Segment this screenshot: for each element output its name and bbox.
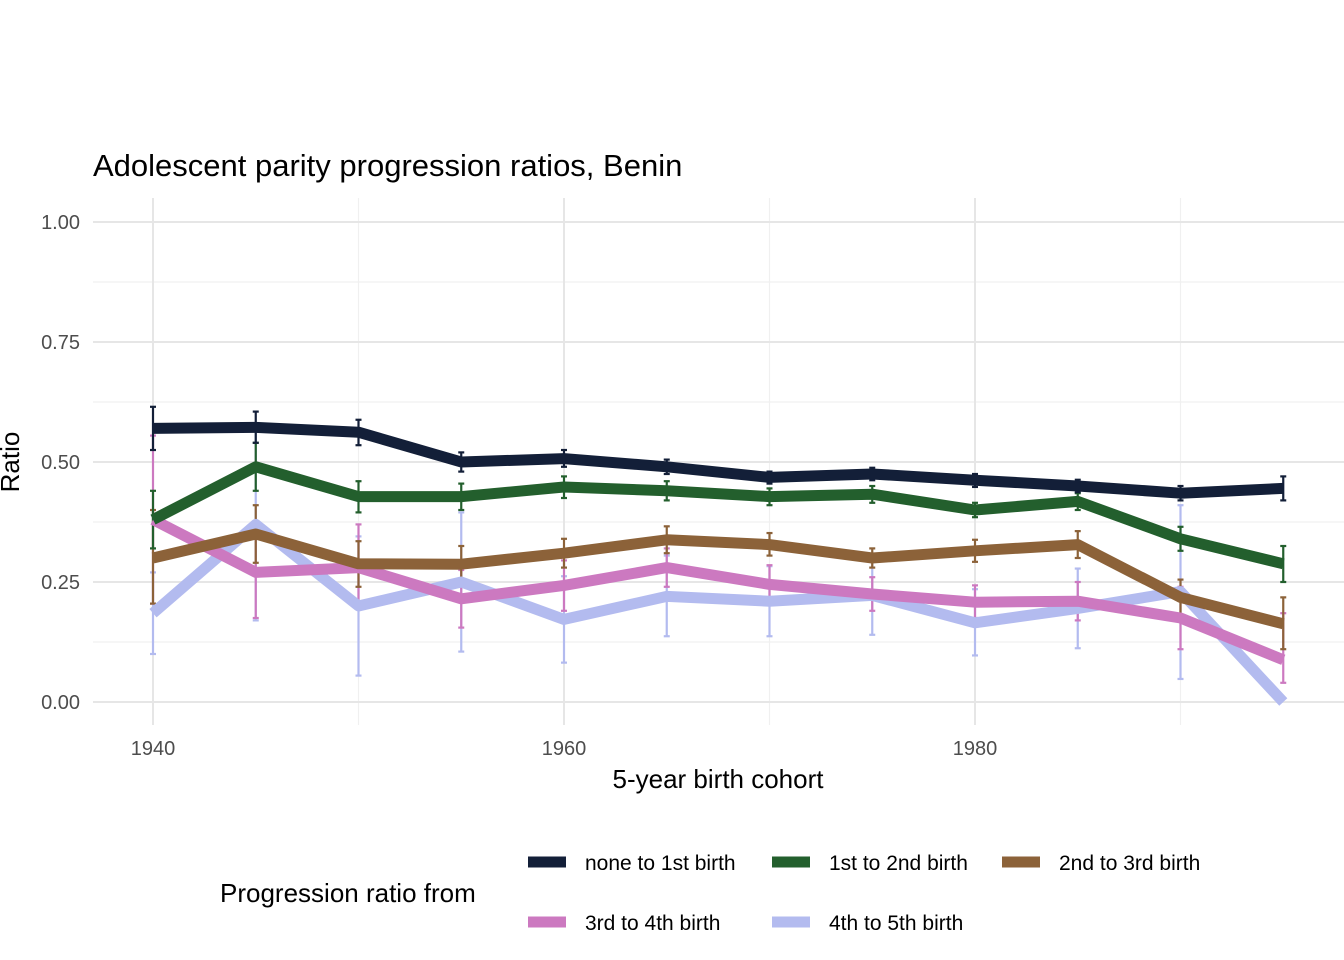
y-tick-label: 0.75 [41,332,80,354]
y-tick-label: 0.25 [41,572,80,594]
legend-label: 4th to 5th birth [829,912,963,935]
series-line [150,514,1286,665]
legend-item: 1st to 2nd birth [772,852,968,875]
y-tick-label: 0.50 [41,452,80,474]
y-axis-label: Ratio [0,432,25,493]
legend-item: 2nd to 3rd birth [1002,852,1200,875]
y-axis-ticks: 0.00 0.25 0.50 0.75 1.00 [41,212,80,714]
x-tick-label: 1940 [131,738,176,760]
legend-item: 3rd to 4th birth [528,912,720,935]
chart-series [149,405,1288,706]
series-line [152,421,1284,499]
legend-item: none to 1st birth [528,852,736,875]
legend-label: 2nd to 3rd birth [1059,852,1200,875]
legend-label: none to 1st birth [585,852,736,875]
legend: none to 1st birth 1st to 2nd birth 2nd to … [528,852,1200,935]
x-tick-label: 1980 [953,738,998,760]
legend-label: 3rd to 4th birth [585,912,720,935]
legend-label: 1st to 2nd birth [829,852,968,875]
x-tick-label: 1960 [542,738,587,760]
series-line [151,528,1285,630]
y-tick-label: 0.00 [41,692,80,714]
legend-item: 4th to 5th birth [772,912,963,935]
legend-title: Progression ratio from [220,878,476,908]
y-tick-label: 1.00 [41,212,80,234]
chart-grid [93,198,1344,725]
chart-title: Adolescent parity progression ratios, Be… [93,148,682,183]
series-line [150,461,1285,570]
x-axis-label: 5-year birth cohort [613,764,825,794]
x-axis-ticks: 1940 1960 1980 [131,738,998,760]
